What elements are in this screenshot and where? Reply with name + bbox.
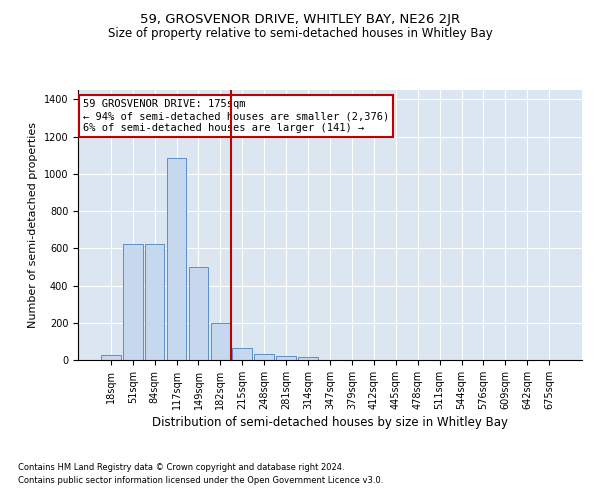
Bar (298, 357, 318, 360)
Text: Size of property relative to semi-detached houses in Whitley Bay: Size of property relative to semi-detach… (107, 28, 493, 40)
Bar (188, 267, 208, 360)
Bar (167, 158, 187, 360)
Bar (211, 323, 230, 360)
Bar (276, 356, 296, 360)
Text: 59, GROSVENOR DRIVE, WHITLEY BAY, NE26 2JR: 59, GROSVENOR DRIVE, WHITLEY BAY, NE26 2… (140, 12, 460, 26)
Bar (145, 244, 164, 360)
Text: Contains HM Land Registry data © Crown copyright and database right 2024.: Contains HM Land Registry data © Crown c… (18, 464, 344, 472)
Bar (101, 355, 121, 360)
Bar (254, 354, 274, 360)
Text: Contains public sector information licensed under the Open Government Licence v3: Contains public sector information licen… (18, 476, 383, 485)
X-axis label: Distribution of semi-detached houses by size in Whitley Bay: Distribution of semi-detached houses by … (152, 416, 508, 429)
Text: 59 GROSVENOR DRIVE: 175sqm
← 94% of semi-detached houses are smaller (2,376)
6% : 59 GROSVENOR DRIVE: 175sqm ← 94% of semi… (83, 100, 389, 132)
Y-axis label: Number of semi-detached properties: Number of semi-detached properties (28, 122, 38, 328)
Bar (123, 244, 143, 360)
Bar (232, 348, 252, 360)
